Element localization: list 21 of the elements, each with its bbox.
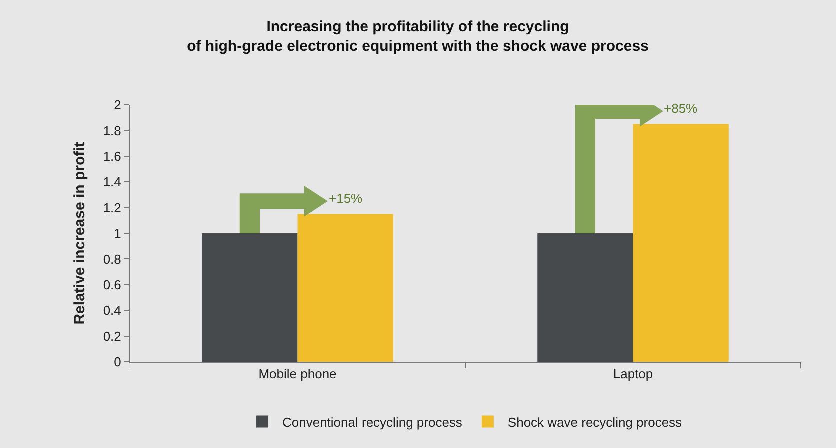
y-tick-label: 1.4 (103, 174, 122, 190)
legend-label: Shock wave recycling process (508, 414, 683, 430)
y-tick-label: 1.6 (103, 148, 122, 164)
y-tick-label: 0.4 (103, 303, 122, 318)
y-tick-label: 1.8 (103, 123, 122, 138)
y-tick-label: 0.2 (103, 328, 122, 344)
x-tick-label: Laptop (613, 366, 654, 382)
bar (298, 214, 394, 362)
x-tick-label: Mobile phone (258, 366, 337, 382)
bar (633, 124, 729, 362)
y-tick-label: 0 (114, 354, 122, 370)
annotation: +15% (329, 191, 364, 206)
y-tick-label: 0.8 (103, 252, 122, 267)
legend-label: Conventional recycling process (282, 414, 463, 430)
y-tick-label: 0.6 (103, 277, 122, 292)
y-tick-label: 1.2 (103, 200, 122, 216)
y-tick-label: 1 (114, 226, 122, 242)
y-axis-title: Relative increase in profit (72, 142, 89, 325)
y-tick-label: 2 (114, 98, 122, 113)
chart-title: Increasing the profitability of the recycling of high-grade electronic equipment with the shock wave process (187, 18, 649, 55)
annotation: +85% (664, 101, 698, 116)
